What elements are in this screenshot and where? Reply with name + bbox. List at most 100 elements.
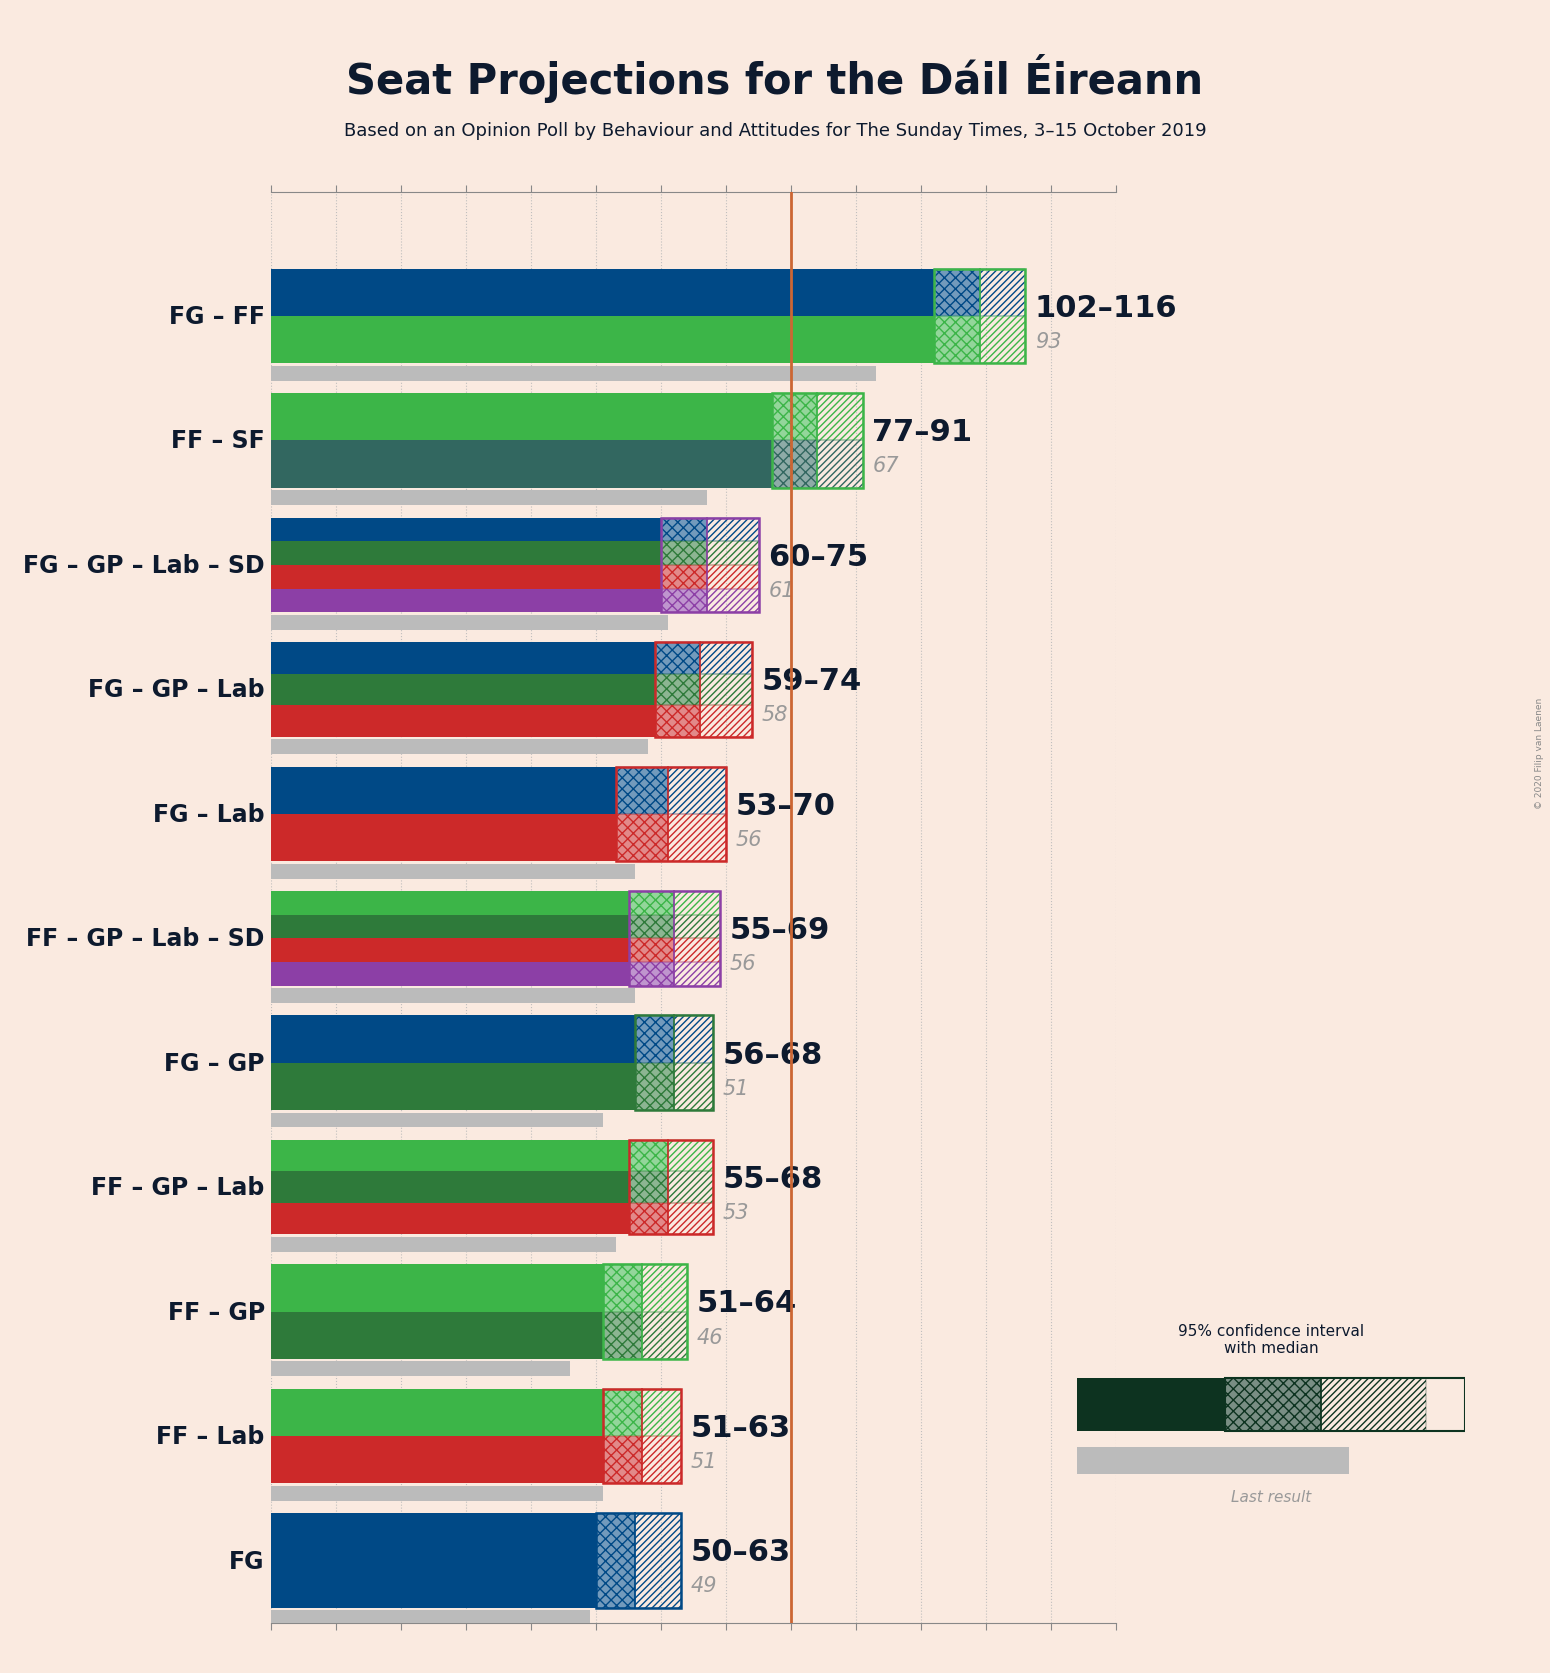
Bar — [668, 815, 725, 862]
Bar — [636, 1016, 674, 1062]
Text: FG – Lab: FG – Lab — [153, 803, 265, 826]
Bar — [271, 1016, 636, 1062]
Bar — [935, 316, 980, 365]
Bar — [707, 519, 758, 542]
Bar — [629, 1171, 668, 1203]
Bar — [271, 1435, 603, 1484]
Text: FG – GP: FG – GP — [164, 1051, 265, 1076]
Bar — [271, 1611, 589, 1624]
Text: 58: 58 — [763, 704, 789, 724]
Bar — [603, 1265, 642, 1312]
Bar — [629, 892, 674, 915]
Bar — [271, 1171, 629, 1203]
Text: 46: 46 — [698, 1327, 724, 1347]
Text: 51–63: 51–63 — [690, 1414, 790, 1442]
Text: FF – GP: FF – GP — [167, 1300, 265, 1323]
Bar — [629, 1141, 713, 1235]
Bar — [662, 565, 707, 589]
Bar — [629, 939, 674, 962]
Bar — [629, 962, 674, 985]
Bar — [615, 815, 668, 862]
Bar — [1224, 1379, 1465, 1430]
Bar — [603, 1312, 642, 1358]
Bar — [980, 316, 1025, 365]
Bar — [935, 269, 980, 316]
Bar — [271, 1265, 603, 1312]
Bar — [271, 815, 615, 862]
Bar — [662, 519, 707, 542]
Bar — [654, 674, 701, 706]
Bar — [629, 915, 674, 939]
Bar — [668, 766, 725, 815]
Bar — [701, 642, 752, 674]
Bar — [674, 962, 719, 985]
Bar — [642, 1435, 680, 1484]
Bar — [1224, 1379, 1321, 1430]
Bar — [629, 1171, 668, 1203]
Bar — [935, 269, 1025, 365]
Bar — [271, 1141, 629, 1171]
Text: 56: 56 — [730, 954, 756, 974]
Text: 51–64: 51–64 — [698, 1288, 797, 1318]
Bar — [980, 269, 1025, 316]
Bar — [674, 915, 719, 939]
Bar — [271, 616, 668, 631]
Bar — [629, 1141, 668, 1171]
Bar — [603, 1435, 642, 1484]
Bar — [615, 766, 668, 815]
Bar — [597, 1514, 636, 1608]
Bar — [662, 589, 707, 612]
Bar — [603, 1312, 642, 1358]
Text: 49: 49 — [690, 1576, 718, 1596]
Bar — [668, 1171, 713, 1203]
Bar — [271, 490, 707, 505]
Text: © 2020 Filip van Laenen: © 2020 Filip van Laenen — [1534, 698, 1544, 808]
Bar — [772, 393, 863, 489]
Bar — [271, 1203, 629, 1235]
Bar — [271, 589, 662, 612]
Bar — [603, 1389, 642, 1435]
Text: FG: FG — [229, 1549, 265, 1573]
Bar — [271, 642, 654, 674]
Bar — [597, 1514, 680, 1608]
Bar — [629, 962, 674, 985]
Bar — [636, 1062, 674, 1111]
Bar — [636, 1062, 674, 1111]
Bar — [1321, 1379, 1426, 1430]
Bar — [271, 766, 615, 815]
Text: 77–91: 77–91 — [873, 418, 972, 447]
Text: 56–68: 56–68 — [722, 1041, 823, 1069]
Bar — [1224, 1379, 1321, 1430]
Bar — [674, 892, 719, 915]
Bar — [817, 393, 862, 442]
Bar — [701, 706, 752, 738]
Bar — [271, 739, 648, 755]
Bar — [662, 589, 707, 612]
Bar — [271, 442, 772, 489]
Bar — [707, 589, 758, 612]
Bar — [662, 542, 707, 565]
Bar — [271, 939, 629, 962]
Bar — [603, 1265, 642, 1312]
Text: 59–74: 59–74 — [763, 668, 862, 696]
Text: 102–116: 102–116 — [1035, 293, 1178, 323]
Bar — [629, 939, 674, 962]
Bar — [707, 542, 758, 565]
Text: FF – Lab: FF – Lab — [157, 1424, 265, 1449]
Bar — [271, 1389, 603, 1435]
Bar — [629, 939, 674, 962]
Bar — [642, 1312, 687, 1358]
Bar — [615, 815, 668, 862]
Bar — [271, 1062, 636, 1111]
Bar — [654, 674, 701, 706]
Bar — [668, 1203, 713, 1235]
Bar — [662, 519, 707, 542]
Bar — [271, 1113, 603, 1128]
Bar — [662, 542, 707, 565]
Text: 51: 51 — [690, 1450, 718, 1471]
Bar — [674, 939, 719, 962]
Text: Seat Projections for the Dáil Éireann: Seat Projections for the Dáil Éireann — [347, 54, 1203, 104]
Bar — [662, 565, 707, 589]
Bar — [935, 269, 980, 316]
Bar — [707, 565, 758, 589]
